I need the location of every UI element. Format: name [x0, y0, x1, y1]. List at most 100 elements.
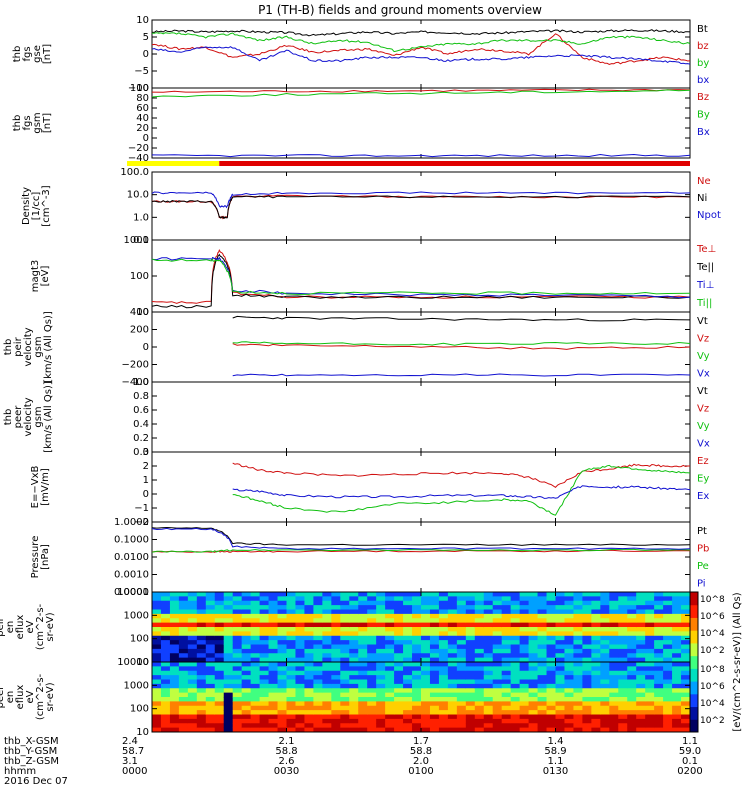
spectrogram-cell [178, 635, 189, 641]
spectrogram-cell [681, 600, 691, 606]
spectrogram-cell [160, 631, 171, 637]
spectrogram-cell [636, 618, 646, 624]
spectrogram-cell [654, 605, 664, 610]
spectrogram-cell [609, 605, 619, 610]
spectrogram-cell [465, 627, 476, 632]
spectrogram-cell [591, 631, 601, 637]
spectrogram-cell [286, 657, 296, 663]
spectrogram-cell [286, 609, 296, 615]
spectrogram-cell [456, 622, 467, 628]
spectrogram-cell [268, 697, 279, 702]
spectrogram-cell [250, 622, 261, 628]
y-axis-label: thb fgs gse [nT] [12, 44, 53, 64]
spectrogram-cell [681, 640, 691, 645]
y-axis-label-line: sr-eV) [45, 612, 56, 641]
spectrogram-cell [160, 701, 171, 707]
spectrogram-cell [582, 662, 592, 667]
spectrogram-cell [196, 631, 207, 637]
spectrogram-cell [447, 653, 458, 659]
spectrogram-cell [465, 609, 476, 615]
spectrogram-cell [349, 627, 359, 632]
spectrogram-cell [555, 662, 565, 667]
spectrogram-cell [537, 596, 548, 602]
spectrogram-cell [528, 609, 539, 615]
spectrogram-cell [627, 640, 637, 645]
spectrogram-cell [492, 657, 503, 663]
spectrogram-cell [654, 710, 664, 715]
spectrogram-cell [358, 688, 368, 694]
spectrogram-cell [214, 710, 225, 715]
spectrogram-cell [313, 718, 323, 724]
spectrogram-cell [241, 653, 252, 659]
spectrogram-cell [205, 657, 216, 663]
spectrogram-cell [394, 670, 404, 676]
spectrogram-cell [367, 705, 377, 711]
spectrogram-cell [196, 613, 207, 619]
spectrogram-cell [421, 613, 431, 619]
spectrogram-cell [152, 627, 162, 632]
spectrogram-cell [304, 592, 314, 597]
spectrogram-cell [465, 600, 476, 606]
spectrogram-cell [187, 727, 198, 733]
spectrogram-cell [564, 701, 574, 707]
spectrogram-cell [178, 592, 189, 597]
spectrogram-cell [304, 701, 314, 707]
spectrogram-cell [394, 675, 404, 680]
spectrogram-cell [672, 666, 682, 672]
spectrogram-cell [618, 723, 628, 729]
spectrogram-cell [205, 613, 216, 619]
spectrogram-cell [474, 675, 485, 680]
spectrogram-cell [376, 727, 386, 733]
spectrogram-cell [160, 627, 171, 632]
spectrogram-cell [582, 644, 592, 650]
spectrogram-cell [277, 723, 287, 729]
y-axis-label: E=−VxB [mV/m] [30, 466, 51, 509]
series-by [151, 32, 691, 53]
spectrogram-cell [447, 644, 458, 650]
spectrogram-cell [331, 683, 341, 689]
spectrogram-cell [474, 705, 485, 711]
spectrogram-cell [358, 670, 368, 676]
spectrogram-cell [492, 701, 503, 707]
colorbar-segment [690, 668, 698, 682]
spectrogram-cell [304, 631, 314, 637]
spectrogram-cell [412, 644, 422, 650]
spectrogram-cell [268, 609, 279, 615]
spectrogram-cell [385, 727, 395, 733]
x-row-value: 58.9 [544, 746, 566, 757]
spectrogram-cell [286, 622, 296, 628]
spectrogram-cell [663, 609, 673, 615]
spectrogram-cell [591, 662, 601, 667]
spectrogram-cell [394, 657, 404, 663]
spectrogram-cell [510, 683, 521, 689]
y-axis-label-line: [nPa] [40, 544, 51, 570]
spectrogram-cell [546, 605, 556, 610]
spectrogram-cell [214, 644, 225, 650]
spectrogram-cell [519, 697, 530, 702]
y-tick-label: 100 [130, 83, 149, 94]
spectrogram-cell [438, 718, 449, 724]
spectrogram-cell [394, 701, 404, 707]
spectrogram-cell [555, 710, 565, 715]
spectrogram-cell [474, 670, 485, 676]
spectrogram-cell [492, 692, 503, 698]
spectrogram-cell [196, 640, 207, 645]
spectrogram-cell [268, 592, 279, 597]
spectrogram-cell [465, 688, 476, 694]
spectrogram-cell [250, 662, 261, 667]
spectrogram-cell [152, 596, 162, 602]
spectrogram-cell [376, 679, 386, 685]
spectrogram-cell [456, 627, 467, 632]
spectrogram-cell [412, 640, 422, 645]
spectrogram-cell [385, 622, 395, 628]
spectrogram-cell [268, 705, 279, 711]
spectrogram-cell [412, 679, 422, 685]
spectrogram-cell [492, 609, 503, 615]
spectrogram-cell [331, 670, 341, 676]
spectrogram-cell [528, 710, 539, 715]
spectrogram-cell [349, 675, 359, 680]
spectrogram-cell [510, 718, 521, 724]
spectrogram-cell [286, 670, 296, 676]
spectrogram-cell [636, 648, 646, 654]
